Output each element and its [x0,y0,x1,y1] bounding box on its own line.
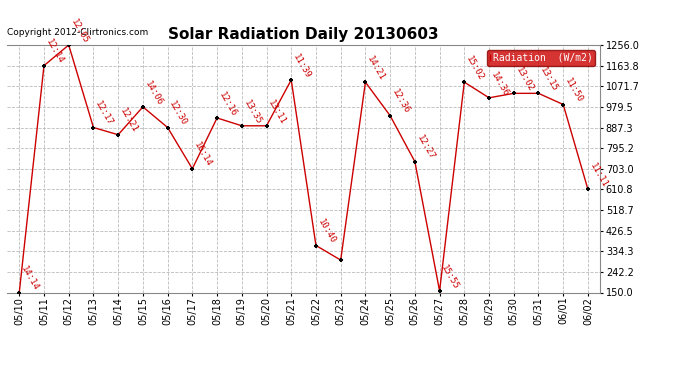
Text: 11:11: 11:11 [588,162,609,189]
Point [459,79,470,85]
Text: 12:14: 12:14 [44,38,66,66]
Text: 12:05: 12:05 [69,17,90,45]
Text: 14:14: 14:14 [19,265,41,292]
Text: 11:50: 11:50 [563,77,584,105]
Text: Copyright 2012-Clirtronics.com: Copyright 2012-Clirtronics.com [7,28,148,37]
Point [63,42,75,48]
Text: 13:02: 13:02 [514,66,535,93]
Text: 13:15: 13:15 [538,66,560,93]
Text: 14:21: 14:21 [366,54,386,82]
Text: 13:35: 13:35 [241,98,263,126]
Legend: Radiation  (W/m2): Radiation (W/m2) [487,50,595,66]
Point [484,95,495,101]
Text: 12:17: 12:17 [93,100,115,128]
Point [14,290,25,296]
Text: 12:30: 12:30 [168,100,189,128]
Point [582,186,593,192]
Text: 16:14: 16:14 [193,141,214,169]
Point [335,257,346,263]
Point [212,115,223,121]
Point [261,123,272,129]
Text: 15:55: 15:55 [440,263,461,291]
Point [434,288,445,294]
Point [360,79,371,85]
Point [187,166,198,172]
Text: 15:02: 15:02 [464,54,486,82]
Point [409,159,420,165]
Point [310,243,322,249]
Point [286,77,297,83]
Text: 12:16: 12:16 [217,90,238,118]
Text: 14:36: 14:36 [489,70,511,98]
Text: 10:40: 10:40 [316,218,337,246]
Text: 12:36: 12:36 [390,88,411,116]
Point [236,123,247,129]
Point [533,90,544,96]
Text: 13:11: 13:11 [266,98,288,126]
Point [162,124,173,130]
Text: 12:21: 12:21 [118,107,139,135]
Point [112,132,124,138]
Text: 11:39: 11:39 [291,52,313,80]
Text: 14:06: 14:06 [143,79,164,107]
Point [558,102,569,108]
Point [137,104,148,110]
Point [88,124,99,130]
Point [384,113,395,119]
Point [509,90,520,96]
Point [39,63,50,69]
Title: Solar Radiation Daily 20130603: Solar Radiation Daily 20130603 [168,27,439,42]
Text: 12:27: 12:27 [415,134,436,162]
